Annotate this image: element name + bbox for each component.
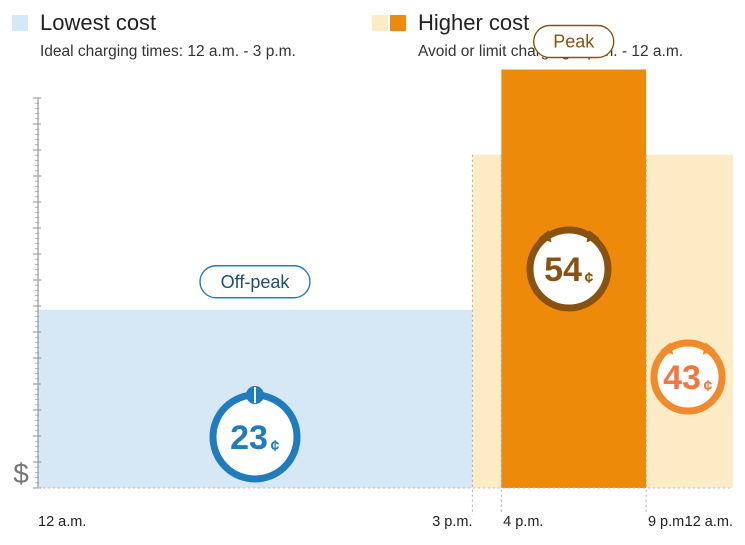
x-tick-label: 4 p.m.: [503, 514, 543, 530]
bar-mid-peak-evening: [646, 154, 733, 488]
bar-mid-peak: [472, 154, 502, 488]
offpeak-pill-text: Off-peak: [221, 272, 291, 292]
higher-cost-swatch-dark: [390, 15, 406, 31]
peak-pill: Peak: [533, 24, 615, 59]
lowest-cost-title: Lowest cost: [40, 10, 157, 35]
offpeak-pill: Off-peak: [199, 265, 311, 299]
x-tick-label: 9 p.m.: [648, 514, 688, 530]
midpeak-price-badge-value: 43: [663, 359, 701, 397]
midpeak-price-badge-unit: ¢: [704, 378, 713, 395]
offpeak-pill-border: [199, 265, 311, 299]
midpeak-price-badge-arrow-left: [660, 342, 674, 355]
midpeak-price-badge-arrow-right: [702, 342, 716, 355]
peak-price-badge-value: 54: [544, 251, 582, 289]
peak-price-badge-ring: [526, 226, 612, 312]
y-axis-label: $: [13, 458, 29, 489]
peak-price-badge-arrow-right: [586, 230, 600, 243]
offpeak-price-badge: 23 ¢: [209, 386, 301, 483]
x-tick-label: 3 p.m.: [432, 514, 472, 530]
peak-pill-border: [533, 24, 615, 59]
x-tick-label: 12 a.m.: [38, 514, 86, 530]
higher-cost-title: Higher cost: [418, 10, 530, 35]
lowest-cost-subtitle: Ideal charging times: 12 a.m. - 3 p.m.: [40, 43, 296, 60]
peak-price-badge-unit: ¢: [585, 270, 594, 287]
peak-price-badge: 54 ¢: [526, 226, 612, 312]
higher-cost-swatch-light: [372, 15, 388, 31]
offpeak-price-badge-unit: ¢: [271, 438, 280, 455]
offpeak-price-badge-value: 23: [230, 419, 268, 457]
midpeak-price-badge: 43 ¢: [650, 339, 726, 415]
peak-pill-text: Peak: [553, 32, 595, 52]
midpeak-price-badge-ring: [650, 339, 726, 415]
lowest-cost-swatch: [12, 15, 28, 31]
x-tick-label: 12 a.m.: [685, 514, 733, 530]
peak-price-badge-arrow-left: [538, 230, 552, 243]
